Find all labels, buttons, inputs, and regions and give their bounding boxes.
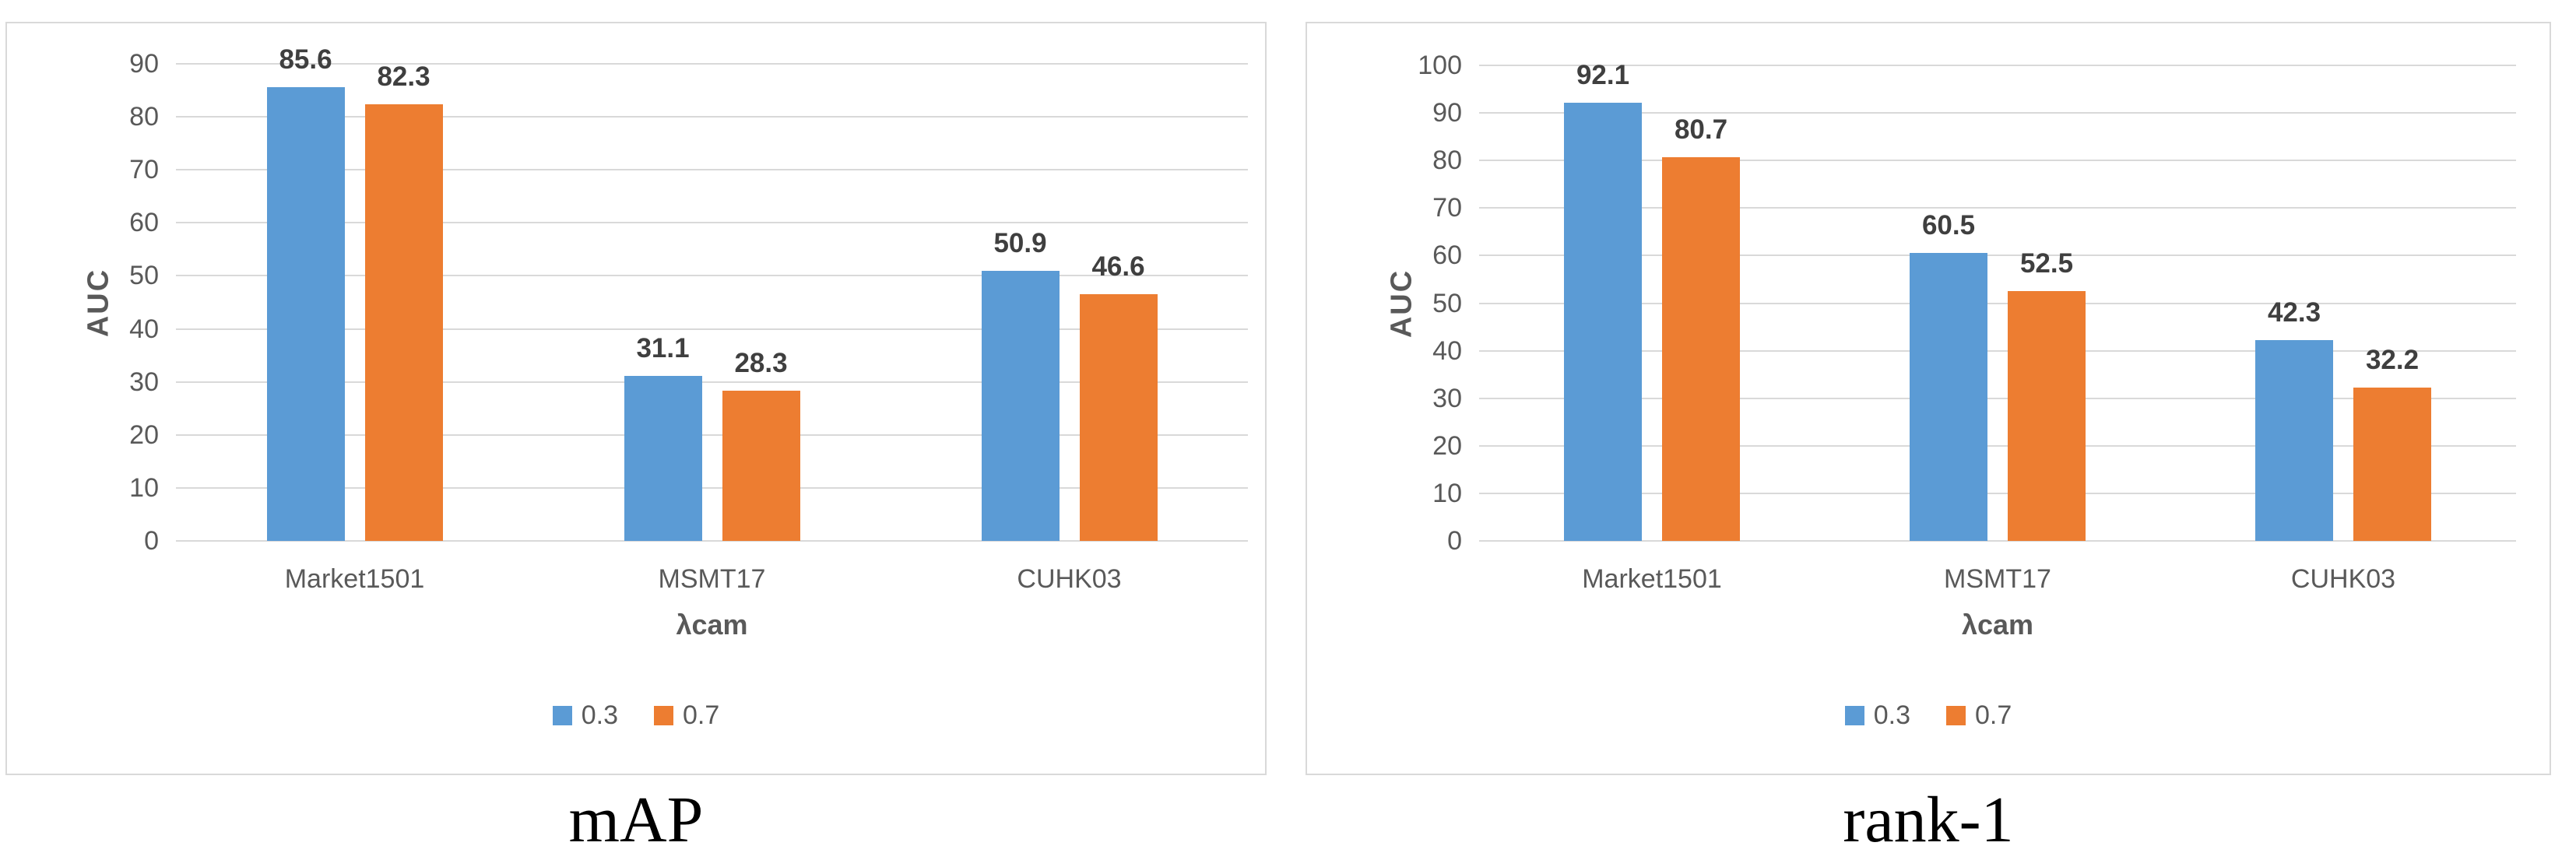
x-axis-title: λcam xyxy=(676,609,748,641)
gridline xyxy=(1479,160,2516,162)
gridline xyxy=(1479,444,2516,447)
y-tick-label: 30 xyxy=(1432,383,1462,413)
y-tick-label: 0 xyxy=(1447,526,1462,556)
legend-swatch-icon xyxy=(654,705,673,725)
data-label: 28.3 xyxy=(734,348,788,379)
bar-series-0.7 xyxy=(722,391,800,541)
gridline xyxy=(176,63,1248,65)
bar-series-0.7 xyxy=(2353,388,2431,541)
gridline xyxy=(176,328,1248,330)
legend-label: 0.7 xyxy=(1975,700,2012,730)
map-plot-area: AUC λcam 0 10 20 30 40 50 60 70 80 90 Market1501 85… xyxy=(82,46,1248,639)
category-label: MSMT17 xyxy=(1944,564,2051,594)
gridline xyxy=(1479,349,2516,352)
rank1-plot-area: AUC λcam 0 10 20 30 40 50 60 70 80 90 100 Market150… xyxy=(1385,52,2516,639)
bar-series-0.3 xyxy=(2255,339,2333,541)
legend-item: 0.7 xyxy=(654,702,719,728)
y-tick-label: 10 xyxy=(1432,478,1462,508)
y-tick-label: 80 xyxy=(129,102,159,132)
map-chart-panel: AUC λcam 0 10 20 30 40 50 60 70 80 90 Market1501 85… xyxy=(5,22,1267,775)
gridline xyxy=(176,222,1248,224)
x-axis-title: λcam xyxy=(1961,609,2034,641)
y-tick-label: 80 xyxy=(1432,146,1462,176)
rank1-chart-panel: AUC λcam 0 10 20 30 40 50 60 70 80 90 100 Market150… xyxy=(1306,22,2551,775)
y-tick-label: 90 xyxy=(1432,98,1462,128)
gridline xyxy=(1479,65,2516,66)
bar-series-0.7 xyxy=(1079,293,1158,541)
gridline xyxy=(1479,540,2516,542)
y-tick-label: 20 xyxy=(1432,430,1462,461)
y-tick-label: 60 xyxy=(1432,240,1462,271)
bar-series-0.3 xyxy=(266,86,345,541)
y-tick-label: 40 xyxy=(129,314,159,344)
y-tick-label: 0 xyxy=(144,526,159,556)
y-tick-label: 70 xyxy=(129,155,159,185)
y-tick-label: 90 xyxy=(129,49,159,79)
data-label: 85.6 xyxy=(279,44,332,75)
data-label: 46.6 xyxy=(1091,251,1145,282)
legend-swatch-icon xyxy=(1844,705,1864,725)
category-label: Market1501 xyxy=(1582,564,1722,594)
gridline xyxy=(1479,254,2516,257)
legend-swatch-icon xyxy=(552,705,572,725)
legend-item: 0.3 xyxy=(552,700,618,730)
gridline xyxy=(176,486,1248,489)
bar-series-0.3 xyxy=(624,376,702,541)
gridline xyxy=(176,116,1248,118)
y-tick-label: 10 xyxy=(129,472,159,503)
gridline xyxy=(1479,207,2516,209)
y-tick-label: 30 xyxy=(129,367,159,397)
data-label: 52.5 xyxy=(2019,248,2074,279)
gridline xyxy=(1479,397,2516,399)
legend: 0.3 0.7 xyxy=(1307,702,2550,728)
legend: 0.3 0.7 xyxy=(7,702,1265,728)
bar-series-0.3 xyxy=(981,271,1060,541)
y-axis-title: AUC xyxy=(1385,269,1418,338)
bar-series-0.7 xyxy=(2008,291,2086,541)
y-tick-label: 50 xyxy=(1432,288,1462,318)
gridline xyxy=(1479,302,2516,304)
y-tick-label: 60 xyxy=(129,208,159,238)
legend-label: 0.3 xyxy=(1873,700,1910,730)
category-label: CUHK03 xyxy=(1017,564,1122,594)
y-axis-title: AUC xyxy=(82,268,114,337)
data-label: 50.9 xyxy=(993,228,1047,259)
bar-series-0.7 xyxy=(1662,156,1740,541)
bar-series-0.3 xyxy=(1910,253,1987,541)
y-tick-label: 40 xyxy=(1432,335,1462,366)
legend-item: 0.7 xyxy=(1946,702,2012,728)
data-label: 82.3 xyxy=(377,61,431,93)
y-tick-label: 70 xyxy=(1432,193,1462,223)
y-tick-label: 100 xyxy=(1418,51,1462,80)
data-label: 60.5 xyxy=(1921,210,1976,241)
gridline xyxy=(176,169,1248,171)
y-tick-label: 20 xyxy=(129,419,159,450)
bar-series-0.7 xyxy=(364,104,443,541)
data-label: 42.3 xyxy=(2267,297,2321,328)
gridline xyxy=(1479,492,2516,494)
category-label: MSMT17 xyxy=(658,564,766,594)
data-label: 80.7 xyxy=(1674,114,1728,145)
data-label: 31.1 xyxy=(636,333,690,364)
chart-title-map: mAP xyxy=(568,784,704,856)
legend-swatch-icon xyxy=(1946,705,1966,725)
data-label: 92.1 xyxy=(1576,60,1630,91)
gridline xyxy=(176,434,1248,436)
legend-item: 0.3 xyxy=(1844,700,1910,730)
bar-series-0.3 xyxy=(1564,103,1642,541)
category-label: Market1501 xyxy=(284,564,425,594)
legend-label: 0.3 xyxy=(581,700,618,730)
y-tick-label: 50 xyxy=(129,261,159,291)
data-label: 32.2 xyxy=(2365,345,2420,376)
legend-label: 0.7 xyxy=(683,700,720,730)
gridline xyxy=(176,540,1248,542)
gridline xyxy=(176,381,1248,383)
category-label: CUHK03 xyxy=(2290,564,2396,594)
gridline xyxy=(1479,112,2516,114)
gridline xyxy=(176,275,1248,277)
chart-title-rank1: rank-1 xyxy=(1843,784,2014,856)
